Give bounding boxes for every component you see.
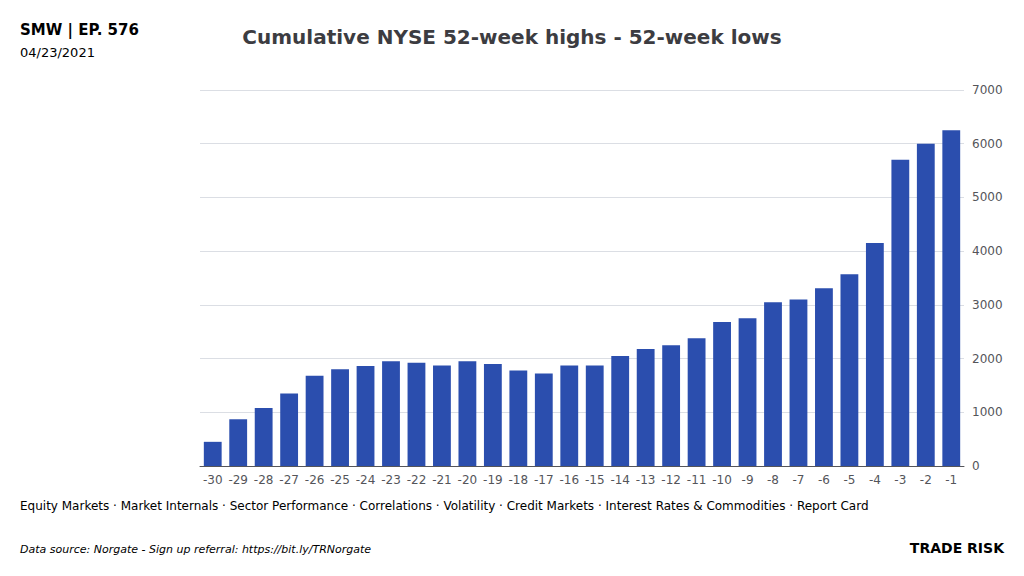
svg-text:Cumulative NYSE 52-week highs: Cumulative NYSE 52-week highs - 52-week … <box>242 25 781 49</box>
svg-text:5000: 5000 <box>972 190 1003 204</box>
svg-text:-5: -5 <box>843 473 855 487</box>
svg-text:-11: -11 <box>687 473 707 487</box>
svg-text:-1: -1 <box>945 473 957 487</box>
svg-text:-12: -12 <box>661 473 681 487</box>
svg-text:Equity Markets · Market Intern: Equity Markets · Market Internals · Sect… <box>20 499 869 513</box>
svg-text:0: 0 <box>972 459 980 473</box>
svg-text:-20: -20 <box>458 473 478 487</box>
svg-text:-3: -3 <box>894 473 906 487</box>
svg-text:-6: -6 <box>818 473 830 487</box>
svg-text:-16: -16 <box>559 473 579 487</box>
svg-text:-23: -23 <box>381 473 401 487</box>
svg-text:-14: -14 <box>610 473 630 487</box>
svg-text:2000: 2000 <box>972 352 1003 366</box>
svg-text:-10: -10 <box>712 473 732 487</box>
svg-text:-18: -18 <box>509 473 529 487</box>
svg-text:-27: -27 <box>279 473 299 487</box>
svg-text:6000: 6000 <box>972 137 1003 151</box>
svg-text:-29: -29 <box>228 473 248 487</box>
svg-text:7000: 7000 <box>972 83 1003 97</box>
svg-text:-15: -15 <box>585 473 605 487</box>
svg-text:-30: -30 <box>203 473 223 487</box>
svg-text:-9: -9 <box>742 473 754 487</box>
svg-text:-22: -22 <box>407 473 427 487</box>
svg-text:TRADE RISK: TRADE RISK <box>910 540 1005 556</box>
svg-text:04/23/2021: 04/23/2021 <box>20 45 95 60</box>
svg-text:-4: -4 <box>869 473 881 487</box>
svg-text:-8: -8 <box>767 473 779 487</box>
svg-text:-24: -24 <box>356 473 376 487</box>
svg-text:-21: -21 <box>432 473 452 487</box>
svg-text:SMW | EP. 576: SMW | EP. 576 <box>20 21 139 40</box>
svg-text:Data source: Norgate - Sign up: Data source: Norgate - Sign up referral:… <box>20 543 371 556</box>
svg-text:1000: 1000 <box>972 405 1003 419</box>
svg-text:-7: -7 <box>792 473 804 487</box>
svg-text:-25: -25 <box>330 473 350 487</box>
svg-text:-13: -13 <box>636 473 656 487</box>
svg-text:-19: -19 <box>483 473 503 487</box>
svg-text:-2: -2 <box>920 473 932 487</box>
svg-text:-17: -17 <box>534 473 554 487</box>
svg-text:-28: -28 <box>254 473 274 487</box>
svg-text:3000: 3000 <box>972 298 1003 312</box>
svg-text:-26: -26 <box>305 473 325 487</box>
svg-text:4000: 4000 <box>972 244 1003 258</box>
